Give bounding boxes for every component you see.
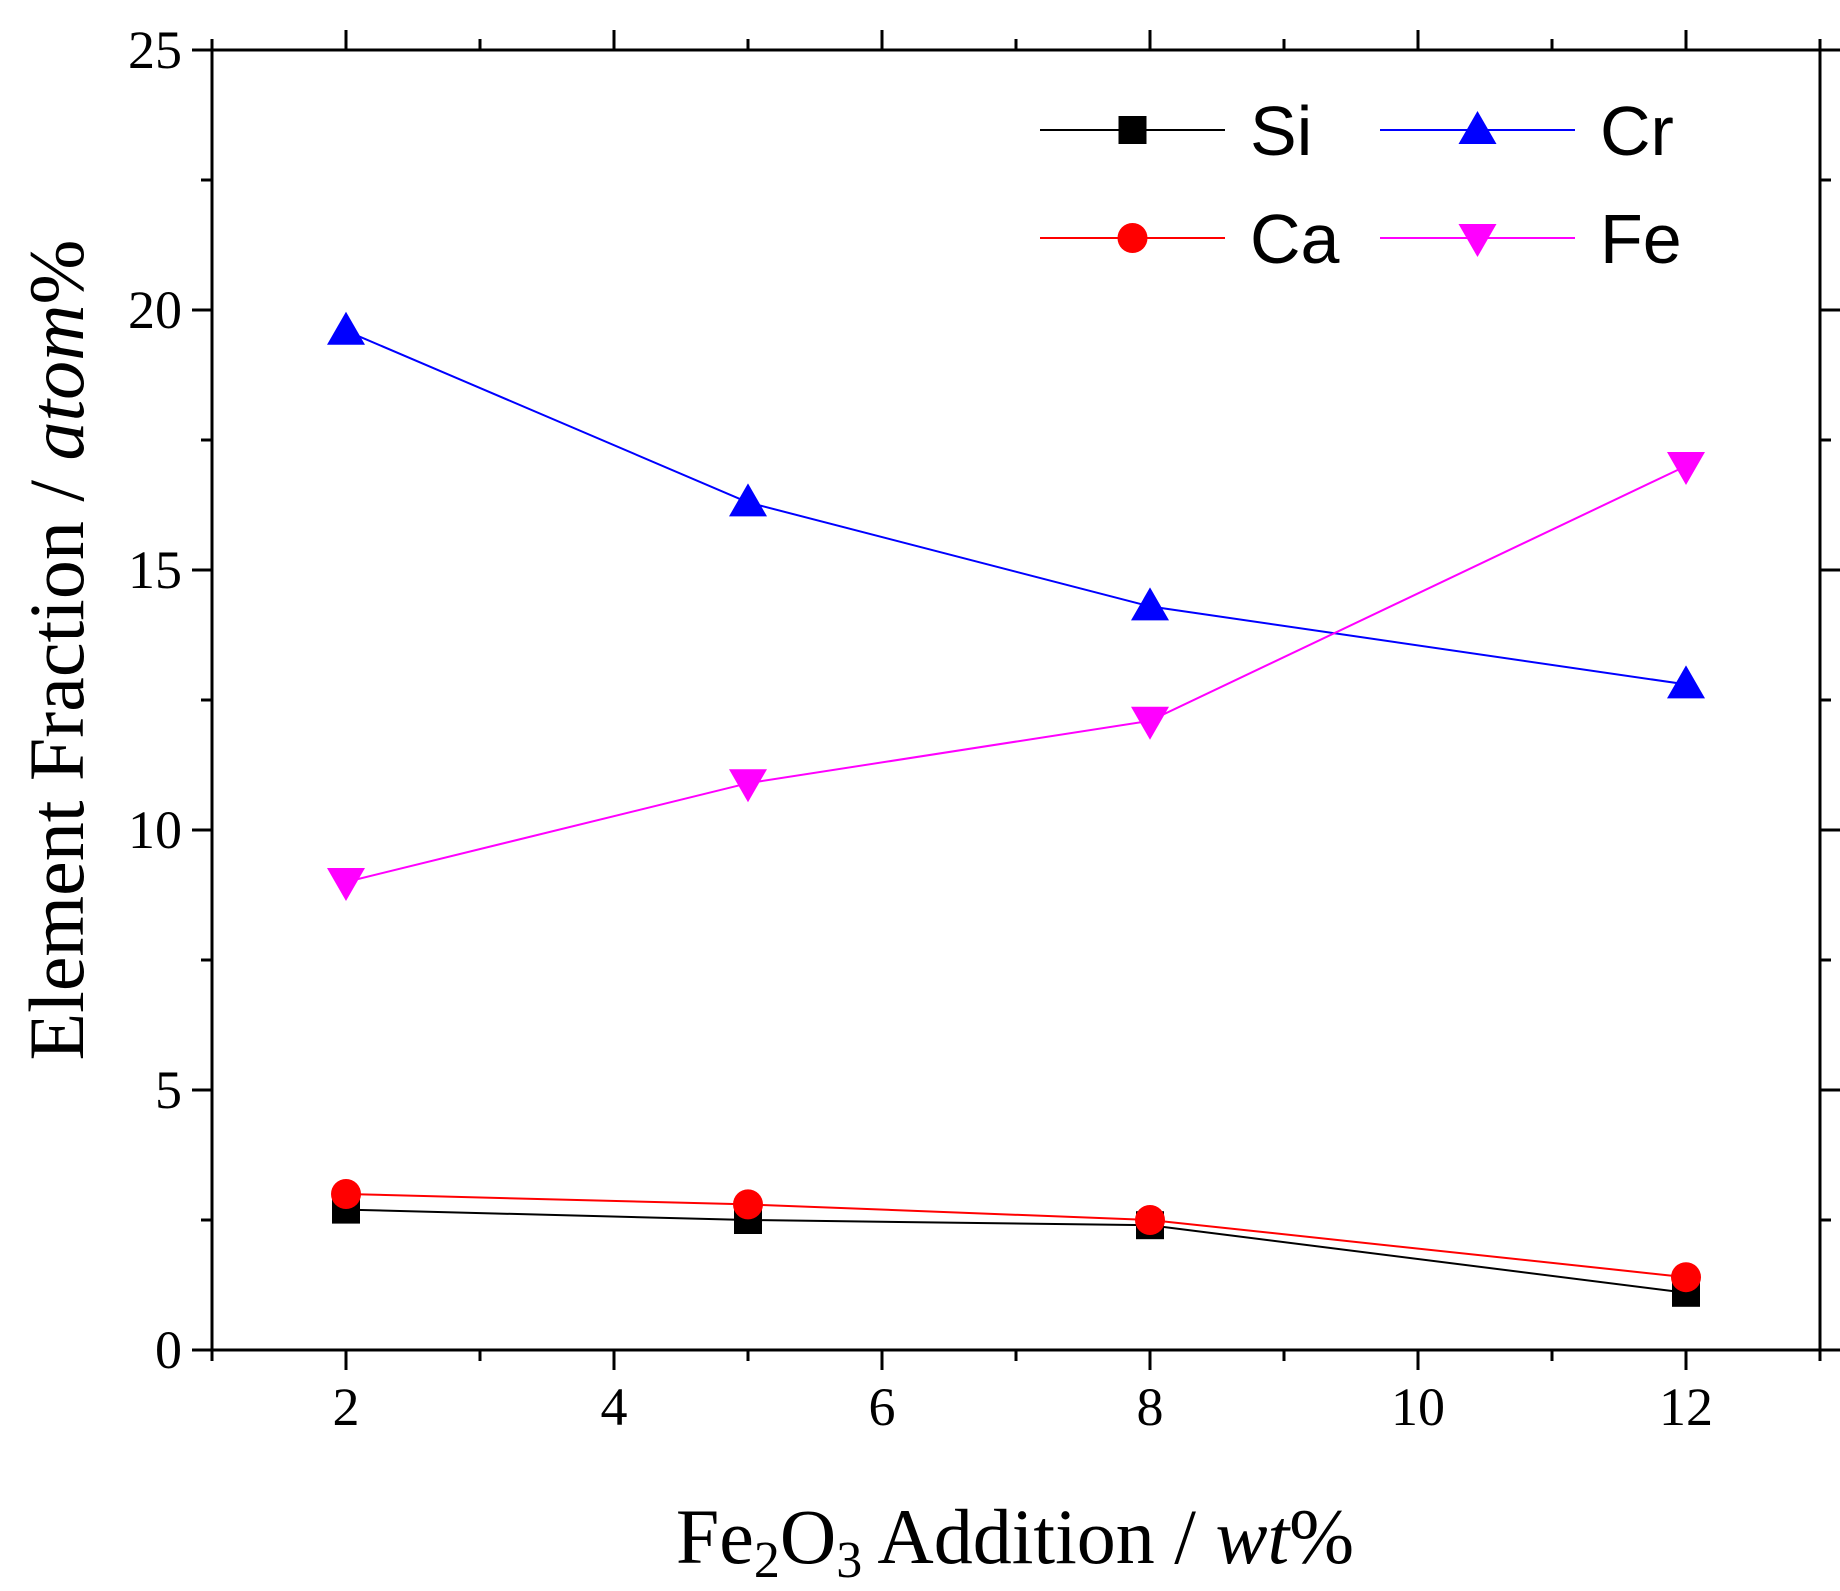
data-point-cr [1131, 587, 1169, 621]
legend-marker-fe [1458, 224, 1497, 257]
x-axis-title-sub2: 3 [836, 1532, 862, 1589]
x-axis-title-end: % [1289, 1493, 1354, 1580]
x-axis-title-mid: O [780, 1493, 836, 1580]
data-point-cr [327, 311, 365, 345]
axes: 2 4 6 8 10 12 0 5 10 15 20 25 [128, 20, 1840, 1437]
x-axis-title: Fe2O3 Addition / wt% [676, 1493, 1354, 1589]
data-point-ca [1135, 1205, 1165, 1235]
x-tick-label: 6 [869, 1377, 896, 1437]
y-tick-label: 5 [155, 1060, 182, 1120]
legend-label-cr: Cr [1600, 92, 1674, 170]
legend-marker-ca [1117, 223, 1148, 253]
y-axis-title: Element Fraction / atom% [13, 240, 100, 1061]
x-axis-title-italic: wt [1215, 1493, 1291, 1580]
y-axis-title-prefix: Element Fraction / [13, 460, 100, 1060]
data-point-ca [331, 1179, 361, 1209]
series-line-ca [345, 1193, 1687, 1279]
data-point-cr [1667, 665, 1705, 699]
series-line-fe [345, 465, 1687, 883]
y-axis-title-end: % [13, 240, 100, 305]
data-point-ca [733, 1189, 763, 1220]
data-point-fe [327, 868, 365, 901]
legend: Si Cr Ca Fe [1040, 92, 1682, 278]
x-tick-label: 2 [333, 1377, 360, 1437]
data-point-cr [729, 483, 767, 517]
y-tick-label: 0 [155, 1320, 182, 1380]
y-tick-label: 20 [128, 280, 182, 340]
legend-label-fe: Fe [1600, 200, 1682, 278]
y-tick-label: 15 [128, 540, 182, 600]
data-point-fe [1667, 452, 1705, 485]
data-point-fe [729, 769, 767, 803]
legend-label-ca: Ca [1250, 200, 1340, 278]
data-point-fe [1131, 706, 1169, 740]
x-tick-label: 10 [1391, 1377, 1445, 1437]
series-lines [345, 329, 1687, 1294]
x-tick-label: 8 [1137, 1377, 1164, 1437]
legend-marker-cr [1458, 111, 1497, 144]
y-tick-label: 25 [128, 20, 182, 80]
x-axis-title-sub1: 2 [754, 1532, 780, 1589]
series-markers [327, 311, 1705, 1307]
y-tick-label: 10 [128, 800, 182, 860]
legend-label-si: Si [1250, 92, 1312, 170]
data-point-ca [1671, 1262, 1701, 1293]
x-axis-title-prefix: Fe [676, 1493, 754, 1580]
x-tick-label: 4 [601, 1377, 628, 1437]
y-axis-title-italic: atom [13, 304, 100, 460]
x-axis-title-suffix: Addition / [862, 1493, 1215, 1580]
legend-marker-si [1118, 116, 1147, 144]
x-tick-label: 12 [1659, 1377, 1713, 1437]
series-line-si [345, 1208, 1687, 1294]
series-line-cr [345, 329, 1687, 686]
